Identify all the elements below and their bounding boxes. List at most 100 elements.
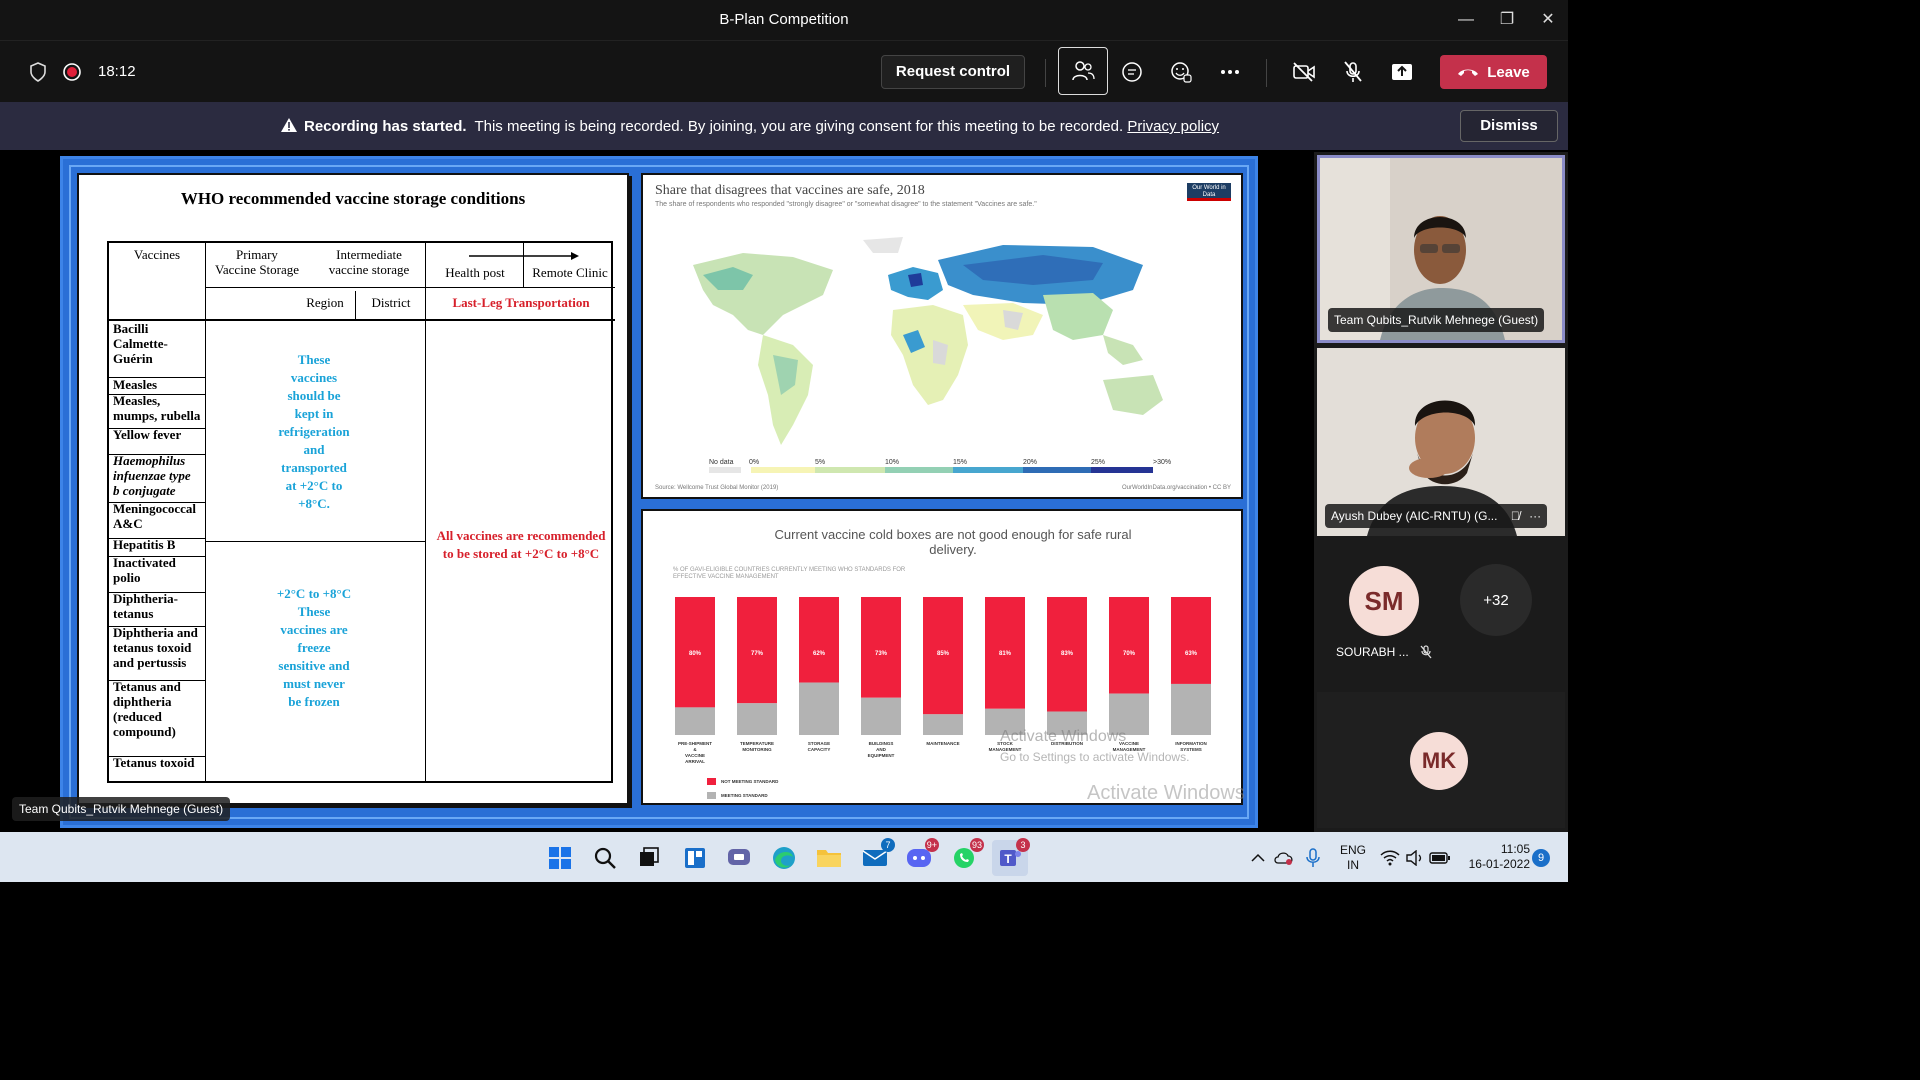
teams-icon[interactable]: T 3 [992, 838, 1030, 876]
onedrive-icon[interactable] [1272, 840, 1296, 876]
volume-icon[interactable] [1403, 840, 1427, 876]
map-legend-bar [709, 467, 1153, 473]
clock[interactable]: 11:05 16-01-2022 [1468, 842, 1530, 871]
mic-off-icon [1420, 645, 1432, 659]
minimize-button[interactable]: — [1458, 11, 1474, 28]
chevron-up-icon[interactable] [1248, 840, 1268, 876]
toolbar-divider [1045, 59, 1046, 87]
storage-note-refrigeration: These vaccines should be kept in refrige… [278, 352, 350, 511]
bar-meeting [1109, 693, 1149, 735]
participant-name: Ayush Dubey (AIC-RNTU) (G... 🎙̸ ··· [1325, 504, 1548, 528]
outlook-icon[interactable]: 7 [857, 838, 895, 876]
row-divider [109, 454, 205, 455]
category-label: CAPACITY [808, 747, 831, 752]
start-icon[interactable] [542, 840, 578, 876]
vaccine-name: Tetanus and diphtheria (reduced compound… [113, 679, 181, 739]
people-icon [1072, 61, 1095, 81]
widgets-icon[interactable] [677, 840, 713, 876]
microphone-icon[interactable] [1301, 840, 1325, 876]
presentation-slide: WHO recommended vaccine storage conditio… [60, 156, 1258, 828]
mic-off-icon: 🎙̸ [1510, 509, 1520, 523]
row-divider [109, 680, 205, 681]
category-label: MAINTENANCE [926, 741, 959, 746]
bar-value-label: 83% [1061, 651, 1074, 657]
vaccine-name: Meningococcal A&C [113, 501, 197, 531]
vaccine-name: Inactivated polio [113, 555, 176, 585]
row-divider [109, 377, 205, 378]
bar-value-label: 62% [813, 651, 826, 657]
reactions-icon[interactable] [1163, 54, 1199, 90]
file-explorer-icon[interactable] [811, 840, 847, 876]
category-label: ARRIVAL [685, 759, 705, 764]
vaccine-name: Diphtheria and tetanus toxoid and pertus… [113, 625, 198, 670]
search-icon[interactable] [587, 840, 623, 876]
whatsapp-icon[interactable]: 93 [946, 838, 984, 876]
category-label: DISTRIBUTION [1051, 741, 1083, 746]
battery-icon[interactable] [1428, 840, 1452, 876]
category-label: EQUIPMENT [868, 753, 895, 758]
bar-value-label: 80% [689, 651, 702, 657]
map-title: Share that disagrees that vaccines are s… [655, 183, 925, 198]
slide-border [69, 165, 1249, 819]
bar-meeting [861, 697, 901, 735]
banner-text: This meeting is being recorded. By joini… [474, 118, 1124, 135]
bar-meeting [675, 707, 715, 735]
leave-button[interactable]: Leave [1440, 55, 1547, 89]
cold-box-chart-card: Current vaccine cold boxes are not good … [641, 509, 1243, 805]
dismiss-button[interactable]: Dismiss [1460, 110, 1558, 142]
participant-video-ayush[interactable]: Ayush Dubey (AIC-RNTU) (G... 🎙̸ ··· [1317, 348, 1565, 536]
people-button[interactable] [1058, 47, 1108, 95]
map-subtitle: The share of respondents who responded "… [655, 201, 1037, 208]
camera-off-icon[interactable] [1286, 54, 1322, 90]
toolbar-divider [1266, 59, 1267, 87]
notification-badge[interactable]: 9 [1532, 849, 1550, 867]
shield-icon[interactable] [20, 54, 56, 90]
map-credit: OurWorldInData.org/vaccination • CC BY [1121, 485, 1231, 491]
windows-taskbar: 7 9+ 93 T 3 ENG IN 11:05 16-01-2022 9 [0, 832, 1568, 882]
row-divider [109, 756, 205, 757]
participant-video-rutvik[interactable]: Team Qubits_Rutvik Mehnege (Guest) [1317, 155, 1565, 343]
world-map-card: Share that disagrees that vaccines are s… [641, 173, 1243, 499]
participants-panel: Team Qubits_Rutvik Mehnege (Guest) Ayush… [1314, 152, 1568, 832]
restore-button[interactable]: ❐ [1499, 11, 1515, 28]
category-label: VACCINE [685, 753, 705, 758]
discord-icon[interactable]: 9+ [901, 838, 939, 876]
task-view-icon[interactable] [631, 840, 667, 876]
language-indicator[interactable]: ENG IN [1339, 843, 1366, 872]
row-divider [109, 502, 205, 503]
more-participants-button[interactable]: +32 [1460, 564, 1532, 636]
category-label: INFORMATION [1175, 741, 1206, 746]
arrow-icon [469, 252, 579, 260]
category-label: VACCINE [1119, 741, 1139, 746]
avatar-sm[interactable]: SM [1349, 566, 1419, 636]
discord-badge: 9+ [924, 838, 939, 852]
chart-title: Current vaccine cold boxes are not good … [774, 527, 1132, 557]
warning-icon [281, 118, 297, 132]
recording-icon [54, 54, 90, 90]
wifi-icon[interactable] [1378, 840, 1402, 876]
edge-icon[interactable] [766, 840, 802, 876]
category-label: & [693, 747, 697, 752]
bar-meeting [985, 708, 1025, 735]
category-label: PRE-SHIPMENT [678, 741, 712, 746]
activate-windows-watermark: Activate Windows [1087, 782, 1245, 804]
category-label: BUILDINGS [869, 741, 894, 746]
share-screen-icon[interactable] [1384, 54, 1420, 90]
chat-icon[interactable] [1114, 54, 1150, 90]
owid-logo: Our World in Data [1187, 183, 1231, 201]
teams-chat-icon[interactable] [721, 840, 757, 876]
storage-note-freeze: +2°C to +8°C These vaccines are freeze s… [276, 586, 352, 709]
more-icon: ··· [1529, 509, 1542, 523]
meeting-toolbar: 18:12 Request control Leave [0, 40, 1568, 102]
row-divider [109, 556, 205, 557]
vaccine-storage-table-card: WHO recommended vaccine storage conditio… [77, 173, 629, 805]
mic-off-icon[interactable] [1335, 54, 1371, 90]
bar-value-label: 85% [937, 651, 950, 657]
privacy-policy-link[interactable]: Privacy policy [1127, 118, 1220, 135]
close-button[interactable]: ✕ [1541, 11, 1555, 28]
request-control-button[interactable]: Request control [881, 55, 1025, 89]
vaccine-name: Haemophilus infuenzae type b conjugate [113, 453, 191, 498]
more-options-icon[interactable] [1212, 54, 1248, 90]
vaccine-storage-table: Vaccines Primary Vaccine Storage Interme… [107, 241, 615, 783]
legend-swatch-red [707, 778, 716, 785]
